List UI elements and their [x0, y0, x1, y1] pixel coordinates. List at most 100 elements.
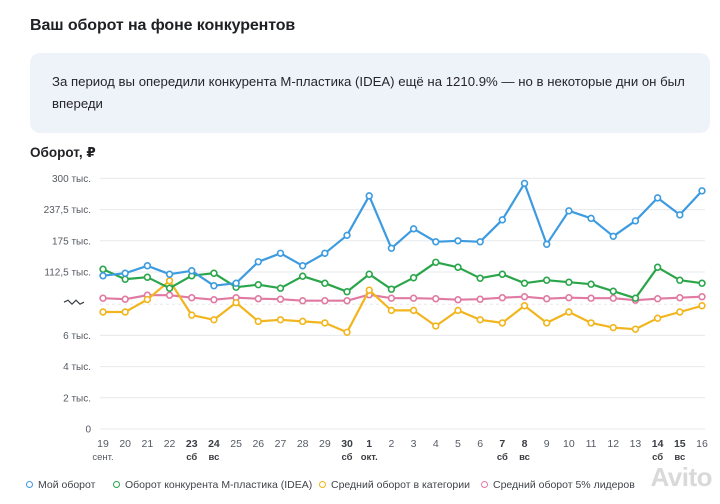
series-line — [102, 293, 703, 302]
x-tick-sublabel: сент. — [92, 452, 113, 463]
x-tick-label: 21 — [142, 438, 154, 450]
legend-item-my[interactable]: Мой оборот — [26, 479, 95, 491]
series-point — [476, 238, 484, 246]
series-point — [409, 294, 418, 302]
series-point — [498, 319, 507, 327]
series-point — [631, 325, 640, 333]
series-point — [432, 258, 440, 266]
x-tick-label: 16 — [696, 438, 708, 450]
x-tick-label: 7 — [499, 438, 505, 450]
legend-label-my: Мой оборот — [38, 479, 96, 491]
y-tick-label: 112,5 тыс. — [44, 268, 91, 279]
series-point — [343, 231, 351, 240]
series-point — [520, 293, 529, 301]
series-point — [609, 294, 617, 302]
x-tick-sublabel: сб — [497, 452, 508, 463]
series-point — [565, 278, 573, 286]
series-point — [298, 272, 307, 280]
series-point — [387, 294, 396, 302]
series-point — [188, 294, 196, 302]
series-point — [520, 279, 529, 287]
series-point — [321, 279, 329, 287]
series-point — [543, 276, 551, 284]
legend-item-leaders[interactable]: Средний оборот 5% лидеров — [481, 479, 635, 491]
series-point — [254, 317, 262, 326]
series-point — [454, 237, 462, 245]
x-tick-label: 26 — [252, 438, 264, 450]
series-point — [498, 216, 507, 224]
series-point — [676, 211, 684, 219]
chart-ylabel: Оборот, ₽ — [30, 145, 96, 160]
legend-dot-category — [319, 481, 326, 488]
series-point — [210, 269, 218, 277]
series-point — [387, 306, 396, 315]
x-tick-sublabel: сб — [186, 452, 197, 463]
x-tick-label: 6 — [477, 438, 483, 450]
series-point — [653, 295, 662, 303]
series-point — [321, 249, 329, 257]
legend-label-category: Средний оборот в категории — [331, 479, 470, 491]
x-tick-label: 12 — [607, 438, 619, 450]
x-tick-label: 13 — [630, 438, 642, 450]
legend-item-competitor[interactable]: Оборот конкурента М-пластика (IDEA) — [113, 479, 312, 491]
x-tick-sublabel: вс — [519, 452, 530, 463]
series-point — [232, 298, 240, 307]
series-point — [343, 328, 351, 336]
series-point — [476, 316, 484, 324]
revenue-chart: 02 тыс.4 тыс.6 тыс.112,5 тыс.175 тыс.237… — [44, 174, 708, 463]
x-tick-label: 5 — [455, 438, 461, 450]
x-tick-label: 19 — [97, 438, 109, 450]
series-point — [609, 232, 617, 241]
series-point — [498, 294, 507, 302]
series-point — [143, 262, 152, 270]
series-point — [121, 308, 129, 316]
y-tick-label: 300 тыс. — [52, 174, 91, 185]
y-tick-label: 175 тыс. — [52, 236, 91, 247]
series-point — [99, 272, 107, 280]
legend-item-category[interactable]: Средний оборот в категории — [319, 479, 470, 491]
x-tick-label: 28 — [297, 438, 309, 450]
series-point — [698, 302, 706, 310]
x-tick-label: 2 — [388, 438, 394, 450]
series-point — [698, 187, 706, 195]
insight-text: За период вы опередили конкурента М-плас… — [52, 74, 685, 111]
x-tick-label: 10 — [563, 438, 575, 450]
series-point — [210, 296, 218, 304]
x-tick-label: 3 — [411, 438, 417, 450]
series-point — [409, 274, 418, 282]
y-tick-label: 4 тыс. — [63, 362, 91, 373]
x-tick-label: 29 — [319, 438, 331, 450]
x-tick-label: 15 — [674, 438, 686, 450]
insight-callout: За период вы опередили конкурента М-плас… — [30, 53, 710, 133]
series-point — [210, 316, 218, 324]
series-point — [143, 273, 152, 281]
series-line — [102, 182, 703, 287]
series-point — [676, 276, 684, 284]
series-point — [432, 295, 440, 303]
series-point — [454, 296, 462, 304]
x-tick-label: 24 — [208, 438, 220, 450]
series-point — [365, 270, 373, 278]
series-point — [565, 308, 573, 316]
series-point — [365, 286, 373, 294]
series-point — [609, 323, 617, 332]
series-point — [565, 207, 573, 215]
series-point — [587, 319, 595, 327]
avito-watermark: Avito — [650, 462, 712, 492]
series-point — [298, 262, 307, 270]
x-tick-label: 14 — [652, 438, 664, 450]
series-point — [298, 317, 307, 326]
x-tick-sublabel: сб — [652, 452, 663, 463]
series-point — [321, 297, 329, 305]
x-tick-label: 27 — [275, 438, 287, 450]
series-point — [476, 295, 484, 303]
series-point — [276, 295, 285, 303]
series-point — [520, 302, 529, 310]
x-tick-label: 11 — [586, 438, 597, 450]
series-point — [232, 279, 240, 287]
series-point — [210, 282, 218, 290]
y-tick-label: 0 — [85, 425, 91, 436]
legend-dot-my — [26, 481, 33, 488]
series-point — [698, 293, 706, 301]
series-point — [254, 295, 262, 303]
